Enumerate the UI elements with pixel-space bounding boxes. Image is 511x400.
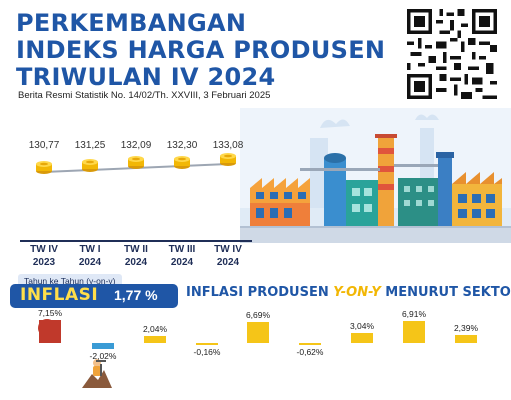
sector-bar (403, 320, 425, 343)
quarter-year: 2024 (124, 257, 148, 268)
quarter-year: 2024 (170, 257, 194, 268)
sector-bar (247, 321, 269, 343)
sector-value-label: 3,04% (349, 321, 375, 332)
title-line-3: TRIWULAN IV 2024 (16, 63, 276, 91)
coin-stack-icon (174, 155, 190, 169)
quarter-name: TW IV (214, 244, 242, 255)
quarter-label: TW I 2024 (64, 243, 116, 269)
quarter-label: TW II 2024 (110, 243, 162, 269)
trend-value: 131,25 (74, 140, 106, 151)
quarter-underline (204, 240, 252, 242)
inflation-badge (10, 284, 178, 308)
quarter-name: TW II (124, 244, 148, 255)
quarter-name: TW III (168, 244, 196, 255)
sector-bar (39, 320, 61, 343)
title-line-2: INDEKS HARGA PRODUSEN (16, 36, 386, 64)
sector-bar (455, 335, 477, 343)
quarter-underline (66, 240, 114, 242)
sector-chart-title: INFLASI PRODUSEN Y-ON-Y MENURUT SEKTOR (186, 285, 511, 300)
coin-stack-icon (36, 161, 52, 174)
sector-bar (299, 343, 321, 345)
quarter-label: TW IV 2023 (18, 243, 70, 269)
mining-sector-icon (82, 359, 112, 388)
quarter-underline (20, 240, 68, 242)
quarter-name: TW I (79, 244, 101, 255)
sector-bar (196, 343, 218, 345)
coin-stack-icon (128, 156, 144, 170)
sector-value-label: 6,91% (401, 308, 427, 319)
trend-value: 130,77 (28, 140, 60, 151)
sector-value-label: -0,16% (193, 347, 221, 357)
coin-stack-icon (82, 159, 98, 173)
sector-bar (351, 333, 373, 343)
qr-code-icon (407, 9, 497, 99)
sector-value-label: 2,04% (142, 324, 168, 335)
page-title: PERKEMBANGAN INDEKS HARGA PRODUSEN TRIWU… (16, 10, 385, 91)
quarter-underline (112, 240, 160, 242)
trend-value: 132,09 (120, 140, 152, 151)
quarter-year: 2024 (78, 257, 102, 268)
quarter-name: TW IV (30, 244, 58, 255)
title-line-1: PERKEMBANGAN (16, 9, 247, 37)
sector-value-label: -0,62% (296, 347, 324, 357)
coin-stack-icon (220, 153, 236, 166)
release-subtitle: Berita Resmi Statistik No. 14/02/Th. XXV… (18, 90, 271, 101)
sector-bar (144, 336, 166, 343)
sector-value-label: 6,69% (245, 309, 271, 320)
inflation-value: 1,77 % (114, 287, 158, 303)
quarter-underline (158, 240, 206, 242)
quarter-year: 2023 (32, 257, 56, 268)
trend-value: 132,30 (166, 140, 198, 151)
quarter-label: TW III 2024 (156, 243, 208, 269)
quarter-year: 2024 (216, 257, 240, 268)
inflation-label: INFLASI (20, 285, 99, 305)
sector-bar (92, 343, 114, 350)
trend-value: 133,08 (212, 140, 244, 151)
quarter-label: TW IV 2024 (202, 243, 254, 269)
sector-value-label: 7,15% (37, 308, 63, 319)
sector-title-highlight: Y-ON-Y (333, 285, 381, 300)
sector-value-label: 2,39% (453, 323, 479, 334)
sector-title-prefix: INFLASI PRODUSEN (186, 285, 334, 300)
factory-illustration (240, 108, 511, 243)
sector-title-suffix: MENURUT SEKTOR (380, 285, 511, 300)
sector-value-label: -2,02% (89, 351, 117, 362)
